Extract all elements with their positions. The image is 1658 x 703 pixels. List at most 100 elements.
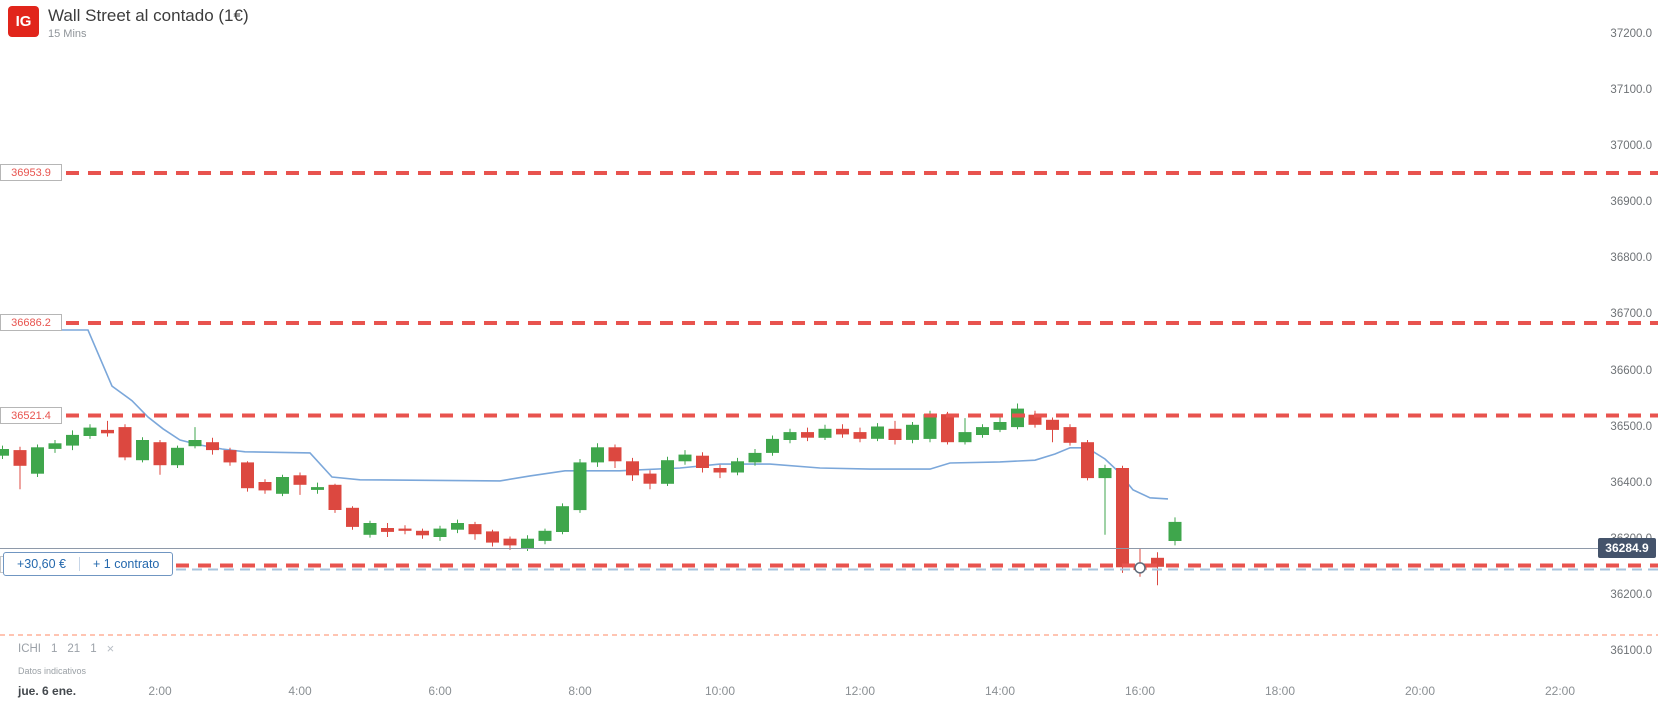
indicator-close-icon[interactable]: × bbox=[106, 641, 115, 656]
candle-body bbox=[1011, 408, 1024, 428]
candle-body bbox=[993, 422, 1007, 430]
price-axis-label: 36600.0 bbox=[1610, 365, 1652, 377]
time-axis-label: 14:00 bbox=[984, 684, 1016, 698]
candle-body bbox=[556, 506, 569, 532]
candle-body bbox=[293, 475, 307, 485]
candle-body bbox=[13, 450, 27, 466]
candle-body bbox=[1028, 414, 1042, 425]
time-axis-label: 16:00 bbox=[1124, 684, 1156, 698]
candle-body bbox=[906, 424, 919, 440]
price-axis-label: 36700.0 bbox=[1610, 308, 1652, 320]
open-position-button[interactable]: +30,60 € + 1 contrato bbox=[3, 552, 174, 576]
ig-logo: IG bbox=[8, 6, 39, 37]
candle-body bbox=[521, 538, 534, 549]
candle-body bbox=[381, 528, 394, 532]
candle-body bbox=[1098, 468, 1112, 479]
candle-body bbox=[451, 523, 464, 530]
candle-body bbox=[48, 443, 62, 449]
time-axis-label: 22:00 bbox=[1544, 684, 1576, 698]
candle-body bbox=[0, 449, 9, 456]
time-axis[interactable]: jue. 6 ene. 2:00 4:00 6:00 8:00 10:00 12:00 14… bbox=[0, 684, 1658, 702]
price-axis-label: 36400.0 bbox=[1610, 477, 1652, 489]
candle-body bbox=[398, 528, 412, 531]
time-axis-label: 8:00 bbox=[568, 684, 592, 698]
price-axis-label: 36800.0 bbox=[1610, 252, 1652, 264]
candle-body bbox=[486, 531, 499, 543]
ichimoku-line bbox=[0, 329, 1169, 500]
candle-body bbox=[941, 414, 954, 443]
candle-body bbox=[416, 530, 429, 536]
indicator-param-3: 1 bbox=[90, 642, 97, 655]
indicator-param-2: 21 bbox=[67, 642, 81, 655]
indicative-data-note: Datos indicativos bbox=[18, 666, 87, 676]
candle-body bbox=[1116, 468, 1129, 568]
position-contract-label[interactable]: + 1 contrato bbox=[93, 557, 160, 571]
instrument-title: Wall Street al contado (1€) bbox=[48, 6, 249, 25]
candle-body bbox=[888, 428, 902, 440]
time-axis-label: 6:00 bbox=[428, 684, 452, 698]
candle-body bbox=[31, 447, 44, 474]
candle-body bbox=[258, 482, 272, 491]
candle-body bbox=[976, 427, 989, 435]
candle-body bbox=[241, 462, 254, 489]
candle-body bbox=[766, 438, 779, 453]
price-axis-label: 37200.0 bbox=[1610, 28, 1652, 40]
price-axis-label: 36900.0 bbox=[1610, 196, 1652, 208]
current-price-badge: 36284.9 bbox=[1598, 538, 1656, 558]
candle-body bbox=[748, 452, 762, 463]
candle-body bbox=[328, 484, 342, 510]
candle-body bbox=[538, 530, 552, 541]
time-axis-label: 2:00 bbox=[148, 684, 172, 698]
candle-body bbox=[223, 450, 237, 463]
candle-body bbox=[713, 468, 727, 473]
candle-body bbox=[468, 524, 482, 535]
candle-body bbox=[626, 461, 639, 476]
button-divider bbox=[79, 557, 81, 571]
candle-body bbox=[818, 428, 832, 438]
candle-body bbox=[503, 538, 517, 546]
candle-body bbox=[1168, 521, 1182, 541]
position-pl-label[interactable]: +30,60 € bbox=[17, 557, 67, 571]
candle-body bbox=[311, 487, 324, 490]
level-price-label: 36686.2 bbox=[0, 314, 62, 331]
candle-body bbox=[573, 462, 587, 511]
time-axis-label: 10:00 bbox=[704, 684, 736, 698]
level-price-label: 36953.9 bbox=[0, 164, 62, 181]
candle-body bbox=[923, 414, 937, 439]
candle-body bbox=[276, 477, 289, 494]
time-axis-label: 18:00 bbox=[1264, 684, 1296, 698]
time-axis-label: 4:00 bbox=[288, 684, 312, 698]
candle-body bbox=[136, 440, 149, 461]
candle-body bbox=[1151, 557, 1164, 567]
candle-body bbox=[363, 523, 377, 535]
price-axis[interactable]: 37200.0 37100.0 37000.0 36900.0 36800.0 36700… bbox=[1584, 0, 1658, 703]
candle-body bbox=[958, 432, 972, 443]
candle-body bbox=[783, 432, 797, 440]
candle-body bbox=[853, 432, 867, 439]
price-axis-label: 36100.0 bbox=[1610, 645, 1652, 657]
candle-body bbox=[591, 447, 604, 463]
indicator-param-1: 1 bbox=[51, 642, 58, 655]
candle-body bbox=[188, 440, 202, 447]
candle-body bbox=[1063, 427, 1077, 443]
candle-body bbox=[643, 473, 657, 484]
candle-body bbox=[678, 454, 692, 462]
candle-body bbox=[433, 528, 447, 537]
position-marker-icon[interactable] bbox=[1134, 562, 1146, 574]
candle-body bbox=[206, 442, 219, 451]
price-axis-label: 37000.0 bbox=[1610, 140, 1652, 152]
price-axis-label: 37100.0 bbox=[1610, 84, 1652, 96]
candle-body bbox=[153, 442, 167, 466]
time-axis-label: 20:00 bbox=[1404, 684, 1436, 698]
candle-body bbox=[871, 426, 884, 439]
candle-body bbox=[346, 507, 359, 527]
candle-body bbox=[118, 427, 132, 458]
indicator-name[interactable]: ICHI bbox=[18, 642, 41, 655]
candle-body bbox=[1046, 419, 1059, 430]
timeframe-label: 15 Mins bbox=[48, 28, 87, 40]
candle-body bbox=[731, 461, 744, 473]
candle-body bbox=[171, 447, 184, 466]
time-axis-label: 12:00 bbox=[844, 684, 876, 698]
